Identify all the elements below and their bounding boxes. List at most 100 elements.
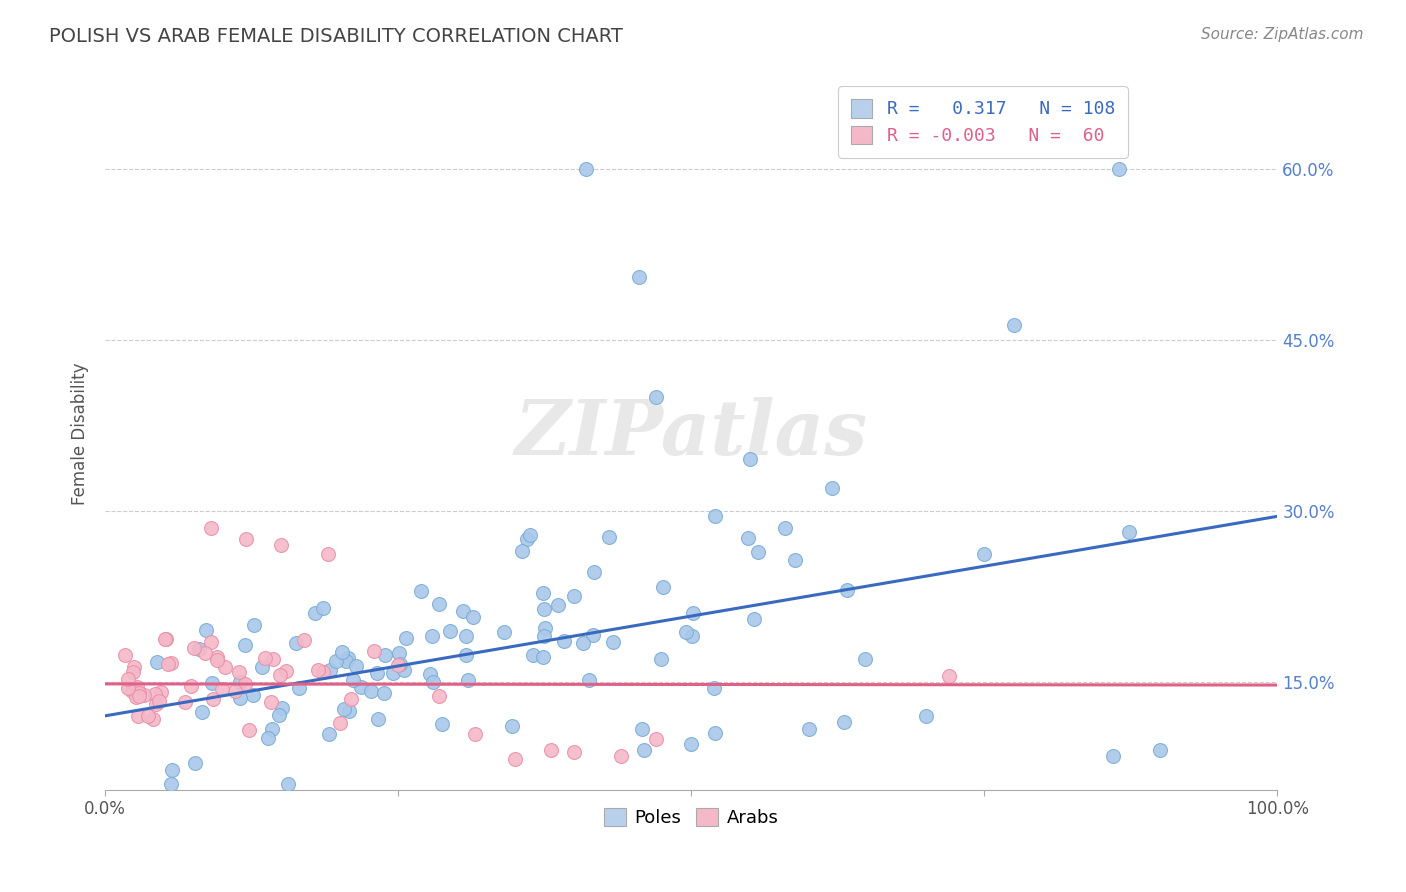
Text: Source: ZipAtlas.com: Source: ZipAtlas.com — [1201, 27, 1364, 42]
Point — [350, 680, 373, 694]
Point — [675, 624, 697, 639]
Point — [633, 743, 655, 757]
Point — [143, 687, 166, 701]
Point — [602, 635, 624, 649]
Point — [783, 552, 806, 566]
Point — [821, 481, 844, 495]
Point — [316, 547, 339, 561]
Point — [269, 667, 291, 681]
Point — [160, 777, 183, 791]
Point — [562, 745, 585, 759]
Point — [304, 606, 326, 620]
Point — [832, 714, 855, 729]
Point — [235, 532, 257, 546]
Point — [652, 580, 675, 594]
Point — [738, 452, 761, 467]
Point — [128, 689, 150, 703]
Point — [420, 629, 443, 643]
Point — [422, 674, 444, 689]
Point — [200, 635, 222, 649]
Point — [411, 584, 433, 599]
Point — [464, 727, 486, 741]
Point — [329, 715, 352, 730]
Point — [737, 532, 759, 546]
Point — [533, 602, 555, 616]
Point — [149, 684, 172, 698]
Point — [117, 673, 139, 687]
Point — [127, 680, 149, 694]
Point — [333, 701, 356, 715]
Point — [337, 651, 360, 665]
Point — [454, 648, 477, 662]
Point — [583, 565, 606, 579]
Point — [650, 652, 672, 666]
Point — [427, 690, 450, 704]
Point — [201, 676, 224, 690]
Point — [292, 633, 315, 648]
Point — [430, 717, 453, 731]
Point — [183, 756, 205, 770]
Point — [492, 625, 515, 640]
Point — [148, 693, 170, 707]
Point — [155, 632, 177, 647]
Point — [335, 654, 357, 668]
Point — [439, 624, 461, 638]
Point — [274, 664, 297, 678]
Point — [681, 629, 703, 643]
Point — [973, 548, 995, 562]
Point — [366, 665, 388, 680]
Point — [531, 586, 554, 600]
Point — [262, 652, 284, 666]
Point — [337, 705, 360, 719]
Point — [342, 673, 364, 687]
Point — [374, 648, 396, 662]
Point — [645, 731, 668, 746]
Point — [233, 638, 256, 652]
Point — [228, 690, 250, 705]
Point — [260, 695, 283, 709]
Point — [681, 737, 703, 751]
Point — [242, 617, 264, 632]
Point — [340, 692, 363, 706]
Point — [627, 269, 650, 284]
Point — [211, 681, 233, 696]
Point — [125, 690, 148, 704]
Point — [395, 632, 418, 646]
Point — [645, 390, 668, 404]
Point — [257, 731, 280, 746]
Point — [531, 649, 554, 664]
Point — [160, 656, 183, 670]
Point — [522, 648, 544, 663]
Point — [284, 636, 307, 650]
Point — [318, 726, 340, 740]
Point — [553, 634, 575, 648]
Point — [134, 688, 156, 702]
Point — [610, 748, 633, 763]
Point — [797, 723, 820, 737]
Point — [914, 708, 936, 723]
Point — [205, 653, 228, 667]
Point — [288, 681, 311, 696]
Point — [330, 645, 353, 659]
Point — [312, 601, 335, 615]
Point — [267, 707, 290, 722]
Point — [127, 709, 149, 723]
Point — [233, 676, 256, 690]
Point — [253, 651, 276, 665]
Point — [562, 589, 585, 603]
Point — [682, 606, 704, 620]
Point — [451, 604, 474, 618]
Point — [835, 582, 858, 597]
Point — [117, 681, 139, 695]
Point — [1149, 743, 1171, 757]
Point — [938, 669, 960, 683]
Point — [188, 641, 211, 656]
Point — [853, 652, 876, 666]
Point — [1002, 318, 1025, 332]
Point — [501, 718, 523, 732]
Point — [122, 659, 145, 673]
Point — [572, 636, 595, 650]
Point — [463, 610, 485, 624]
Point — [578, 673, 600, 687]
Point — [344, 658, 367, 673]
